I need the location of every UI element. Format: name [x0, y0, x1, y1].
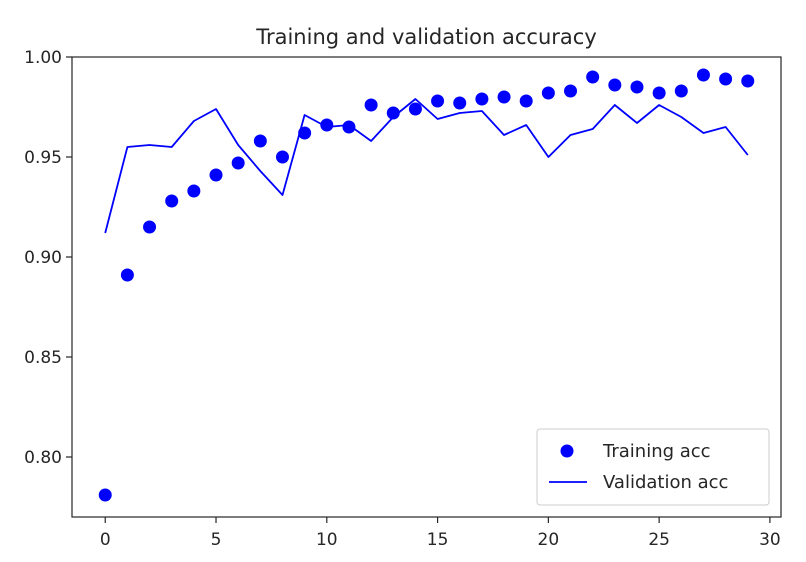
legend-box	[536, 428, 770, 506]
training-point	[586, 70, 600, 84]
training-point	[165, 194, 179, 208]
training-point	[431, 94, 445, 108]
training-point	[120, 268, 134, 282]
training-point	[187, 184, 201, 198]
training-point	[386, 106, 400, 120]
training-point	[275, 150, 289, 164]
legend-label-training: Training acc	[602, 441, 711, 462]
y-tick-label: 0.90	[24, 248, 62, 268]
validation-series	[104, 98, 749, 234]
training-point	[696, 68, 710, 82]
training-point	[519, 94, 533, 108]
training-series	[98, 68, 755, 502]
training-point	[342, 120, 356, 134]
training-point	[453, 96, 467, 110]
x-tick-label: 15	[427, 530, 449, 550]
training-point	[253, 134, 267, 148]
y-tick-label: 0.85	[24, 348, 62, 368]
legend: Training acc Validation acc	[536, 428, 770, 506]
y-tick-label: 0.80	[24, 448, 62, 468]
training-point	[231, 156, 245, 170]
y-axis: 0.80 0.85 0.90 0.95 1.00	[24, 48, 72, 468]
training-point	[674, 84, 688, 98]
x-tick-label: 5	[211, 530, 222, 550]
x-tick-label: 10	[316, 530, 338, 550]
chart-title: Training and validation accuracy	[255, 25, 597, 49]
x-tick-label: 25	[648, 530, 670, 550]
training-point	[209, 168, 223, 182]
plot-frame	[71, 56, 782, 518]
training-point	[320, 118, 334, 132]
training-point	[564, 84, 578, 98]
training-point	[652, 86, 666, 100]
training-point	[630, 80, 644, 94]
training-point	[541, 86, 555, 100]
training-point	[719, 72, 733, 86]
training-point	[143, 220, 157, 234]
x-tick-label: 30	[759, 530, 781, 550]
x-tick-label: 0	[100, 530, 111, 550]
legend-marker-training	[560, 444, 574, 458]
y-tick-label: 1.00	[24, 48, 62, 68]
x-axis: 0 5 10 15 20 25 30	[100, 517, 781, 550]
training-point	[741, 74, 755, 88]
x-tick-label: 20	[538, 530, 560, 550]
training-point	[408, 102, 422, 116]
training-point	[298, 126, 312, 140]
training-point	[364, 98, 378, 112]
validation-line	[104, 98, 749, 234]
y-tick-label: 0.95	[24, 148, 62, 168]
training-point	[98, 488, 112, 502]
training-point	[608, 78, 622, 92]
training-point	[475, 92, 489, 106]
legend-label-validation: Validation acc	[603, 472, 728, 493]
training-point	[497, 90, 511, 104]
